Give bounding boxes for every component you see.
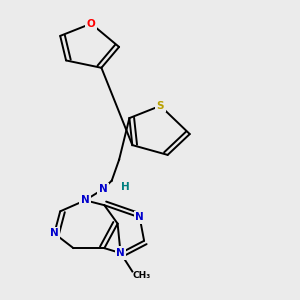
Text: CH₃: CH₃ [132, 271, 150, 280]
Text: S: S [157, 101, 164, 111]
Text: N: N [50, 228, 59, 239]
Text: N: N [135, 212, 144, 223]
Text: N: N [116, 248, 125, 258]
Text: N: N [81, 195, 90, 205]
Text: H: H [121, 182, 129, 192]
Text: O: O [87, 19, 95, 28]
Text: N: N [98, 184, 107, 194]
